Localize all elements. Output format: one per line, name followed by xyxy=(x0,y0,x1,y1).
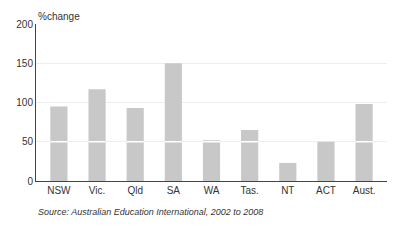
svg-text:NT: NT xyxy=(281,185,294,196)
svg-text:0: 0 xyxy=(27,176,33,187)
svg-text:100: 100 xyxy=(16,97,33,108)
svg-text:SA: SA xyxy=(167,185,181,196)
svg-text:200: 200 xyxy=(16,19,33,30)
svg-text:%change: %change xyxy=(38,11,80,22)
svg-text:Source: Australian Education I: Source: Australian Education Internation… xyxy=(38,207,263,217)
svg-text:50: 50 xyxy=(22,136,34,147)
svg-text:Aust.: Aust. xyxy=(353,185,376,196)
svg-text:Tas.: Tas. xyxy=(240,185,258,196)
svg-text:Vic.: Vic. xyxy=(89,185,106,196)
svg-text:NSW: NSW xyxy=(47,185,71,196)
svg-text:150: 150 xyxy=(16,58,33,69)
svg-text:WA: WA xyxy=(204,185,220,196)
svg-text:Qld: Qld xyxy=(127,185,143,196)
svg-text:ACT: ACT xyxy=(316,185,336,196)
